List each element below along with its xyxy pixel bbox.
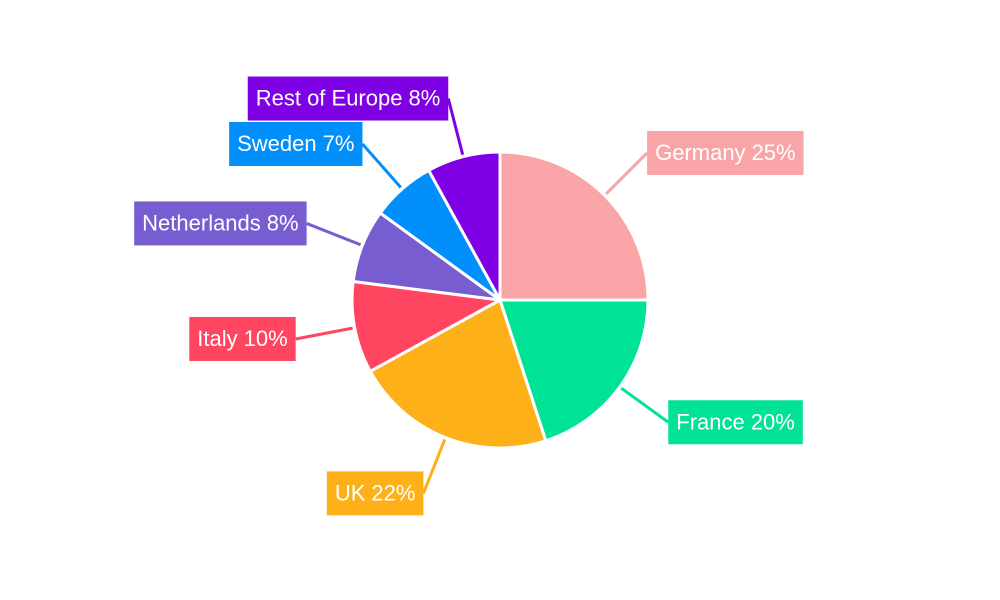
label-name: France bbox=[676, 409, 744, 434]
label-name: Italy bbox=[197, 326, 237, 351]
leader-line bbox=[446, 98, 465, 156]
label-value: 7% bbox=[323, 131, 355, 156]
label-value: 25% bbox=[752, 140, 796, 165]
leader-line bbox=[361, 142, 402, 189]
label-box bbox=[189, 316, 296, 361]
label-text: Germany 25% bbox=[655, 140, 796, 165]
label-text: Italy 10% bbox=[197, 326, 287, 351]
leader-line bbox=[295, 326, 353, 341]
pie-slice bbox=[426, 150, 502, 301]
pie-slice bbox=[497, 298, 650, 443]
pie-slice bbox=[498, 150, 650, 302]
label-name: UK bbox=[335, 480, 366, 505]
data-label: Italy 10% bbox=[189, 316, 296, 361]
label-text: France 20% bbox=[676, 409, 795, 434]
leader-line bbox=[605, 151, 649, 195]
label-name: Rest of Europe bbox=[256, 85, 403, 110]
pie-slice bbox=[368, 297, 548, 450]
label-box bbox=[247, 76, 449, 121]
label-text: UK 22% bbox=[335, 480, 416, 505]
label-value: 22% bbox=[371, 480, 415, 505]
leader-line bbox=[306, 222, 362, 247]
data-label: Netherlands 8% bbox=[134, 201, 307, 246]
label-value: 8% bbox=[267, 210, 299, 235]
leader-line bbox=[620, 386, 670, 424]
label-box bbox=[647, 130, 804, 175]
label-value: 8% bbox=[408, 85, 440, 110]
label-name: Netherlands bbox=[142, 210, 261, 235]
label-box bbox=[134, 201, 307, 246]
label-text: Rest of Europe 8% bbox=[256, 85, 441, 110]
leader-line bbox=[422, 438, 447, 494]
label-value: 10% bbox=[244, 326, 288, 351]
label-value: 20% bbox=[751, 409, 795, 434]
label-text: Sweden 7% bbox=[237, 131, 354, 156]
data-label: Germany 25% bbox=[647, 130, 804, 175]
label-box bbox=[326, 471, 424, 516]
data-label: France 20% bbox=[668, 400, 803, 445]
label-name: Sweden bbox=[237, 131, 317, 156]
data-label: Sweden 7% bbox=[229, 121, 363, 166]
label-box bbox=[229, 121, 363, 166]
label-text: Netherlands 8% bbox=[142, 210, 298, 235]
label-box bbox=[668, 400, 803, 445]
data-label: Rest of Europe 8% bbox=[247, 76, 449, 121]
data-label: UK 22% bbox=[326, 471, 424, 516]
label-name: Germany bbox=[655, 140, 745, 165]
pie-slice bbox=[350, 279, 505, 374]
